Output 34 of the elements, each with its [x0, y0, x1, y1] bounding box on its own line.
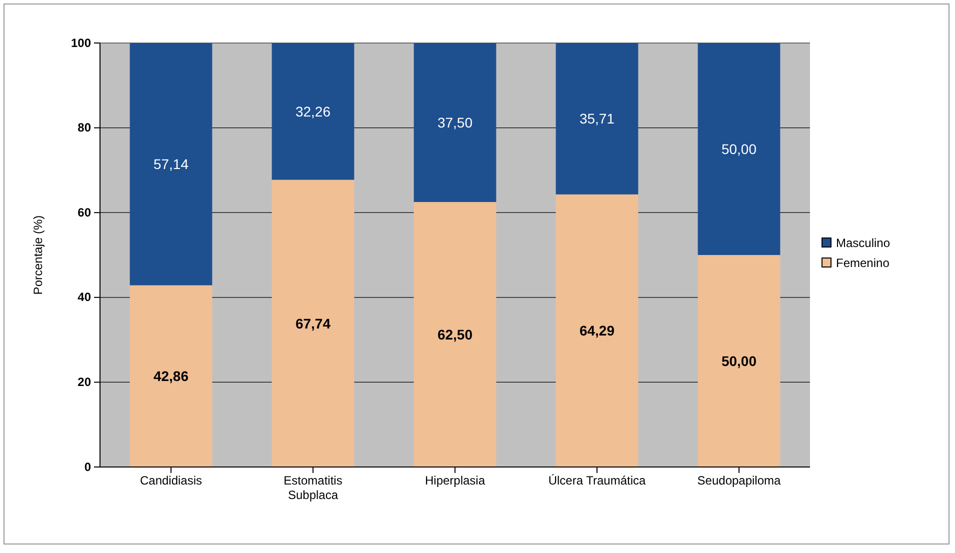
- x-tick-label: Candidiasis: [140, 474, 202, 488]
- y-tick-label: 40: [78, 290, 92, 304]
- bar: [698, 255, 780, 467]
- data-label: 50,00: [721, 141, 757, 157]
- data-label: 57,14: [153, 156, 189, 172]
- data-label: 62,50: [437, 326, 473, 342]
- bar: [130, 43, 212, 286]
- y-tick-label: 60: [78, 205, 92, 220]
- data-label: 64,29: [579, 322, 615, 339]
- bar: [698, 43, 780, 255]
- bar: [414, 202, 496, 467]
- data-label: 50,00: [721, 353, 757, 369]
- bar: [414, 43, 496, 202]
- bar: [130, 285, 212, 467]
- data-label: 37,50: [437, 114, 473, 130]
- data-label: 32,26: [295, 103, 331, 120]
- data-label: 67,74: [295, 315, 331, 332]
- y-tick-label: 100: [70, 36, 92, 50]
- x-tick-label: Úlcera Traumática: [548, 474, 646, 488]
- data-label: 35,71: [579, 110, 615, 127]
- y-tick-label: 0: [84, 460, 92, 474]
- x-tick-label: Seudopapiloma: [697, 474, 782, 488]
- bar: [272, 43, 354, 180]
- y-axis-title: Porcentaje (%): [31, 215, 45, 295]
- data-label: 42,86: [153, 368, 189, 384]
- x-tick-label: Hiperplasia: [424, 474, 486, 488]
- y-tick-label: 20: [78, 375, 92, 390]
- legend-label: Femenino: [836, 256, 890, 270]
- legend-label: Masculino: [836, 236, 890, 250]
- bar: [556, 194, 638, 467]
- x-tick-label: Estomatitis Subplaca: [284, 474, 342, 502]
- bar: [556, 43, 638, 194]
- y-tick-label: 80: [78, 120, 92, 135]
- bar: [272, 180, 354, 467]
